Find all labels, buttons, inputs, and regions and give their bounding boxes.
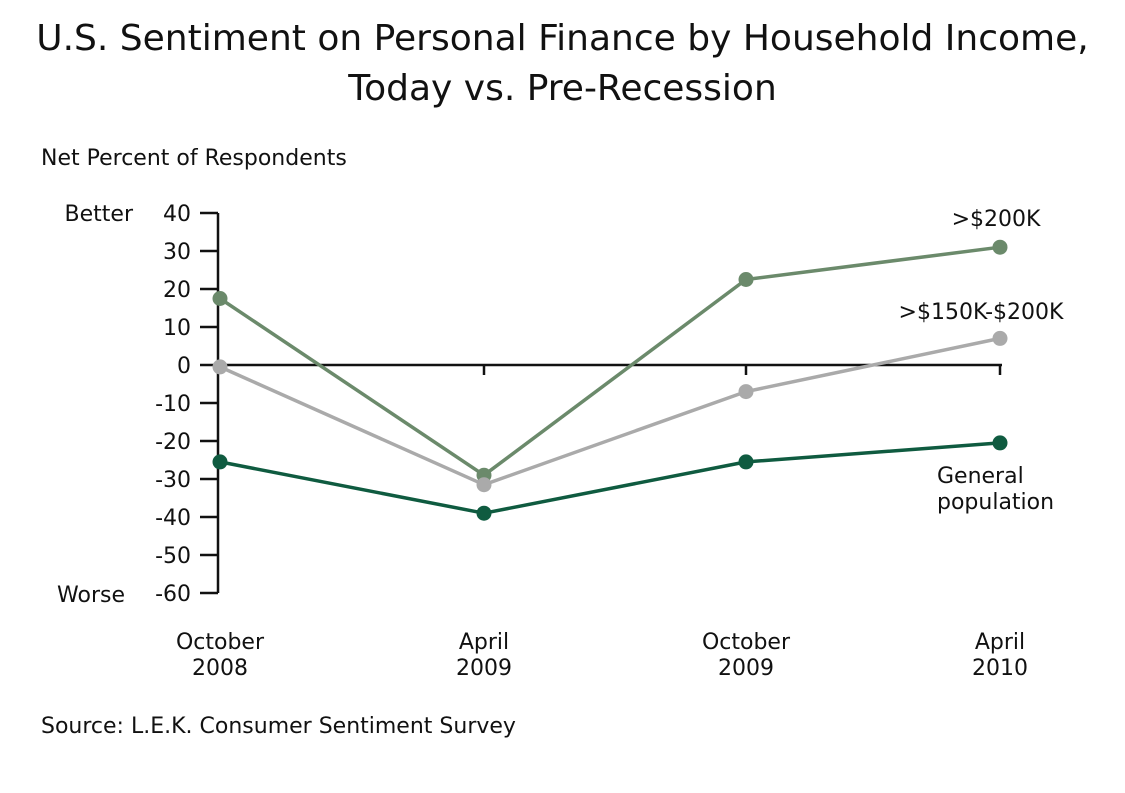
data-point (992, 330, 1008, 346)
series-line (219, 336, 1001, 487)
data-point (992, 435, 1008, 451)
x-tick-label: 2008 (192, 656, 248, 681)
source-note: Source: L.E.K. Consumer Sentiment Survey (41, 714, 516, 739)
chart-title-line-1: U.S. Sentiment on Personal Finance by Ho… (36, 18, 1089, 59)
series-line (219, 441, 1001, 515)
x-tick-label: 2010 (972, 656, 1028, 681)
data-point (992, 239, 1008, 255)
y-tick-label: -30 (155, 468, 191, 493)
data-point (212, 359, 228, 375)
series-label: >$200K (952, 207, 1041, 232)
data-point (476, 505, 492, 521)
y-tick-label: -40 (155, 506, 191, 531)
y-tick-label: -60 (155, 582, 191, 607)
x-tick-label: 2009 (456, 656, 512, 681)
data-point (476, 477, 492, 493)
y-tick-label: 30 (163, 240, 191, 265)
series-label: General (937, 464, 1024, 489)
data-point (738, 272, 754, 287)
data-point (212, 291, 228, 306)
x-tick-label: October (702, 630, 791, 655)
y-top-label: Better (65, 202, 134, 227)
y-tick-label: -20 (155, 430, 191, 455)
y-tick-label: 0 (177, 354, 191, 379)
series-label: population (937, 490, 1054, 515)
data-point (212, 454, 228, 470)
data-point (738, 384, 754, 400)
series-line (219, 245, 1001, 477)
y-tick-label: 10 (163, 316, 191, 341)
x-tick-label: April (459, 630, 509, 655)
x-tick-label: 2009 (718, 656, 774, 681)
x-tick-label: April (975, 630, 1025, 655)
series-label: >$150K-$200K (899, 300, 1064, 325)
data-point (738, 454, 754, 470)
y-tick-label: 20 (163, 278, 191, 303)
y-axis-label: Net Percent of Respondents (41, 146, 347, 171)
x-tick-label: October (176, 630, 265, 655)
y-tick-label: -50 (155, 544, 191, 569)
y-tick-label: 40 (163, 202, 191, 227)
chart-subtitle: Today vs. Pre-Recession (348, 68, 777, 109)
y-tick-label: -10 (155, 392, 191, 417)
chart-title: U.S. Sentiment on Personal Finance by Ho… (0, 14, 1125, 114)
y-bottom-label: Worse (57, 583, 125, 608)
